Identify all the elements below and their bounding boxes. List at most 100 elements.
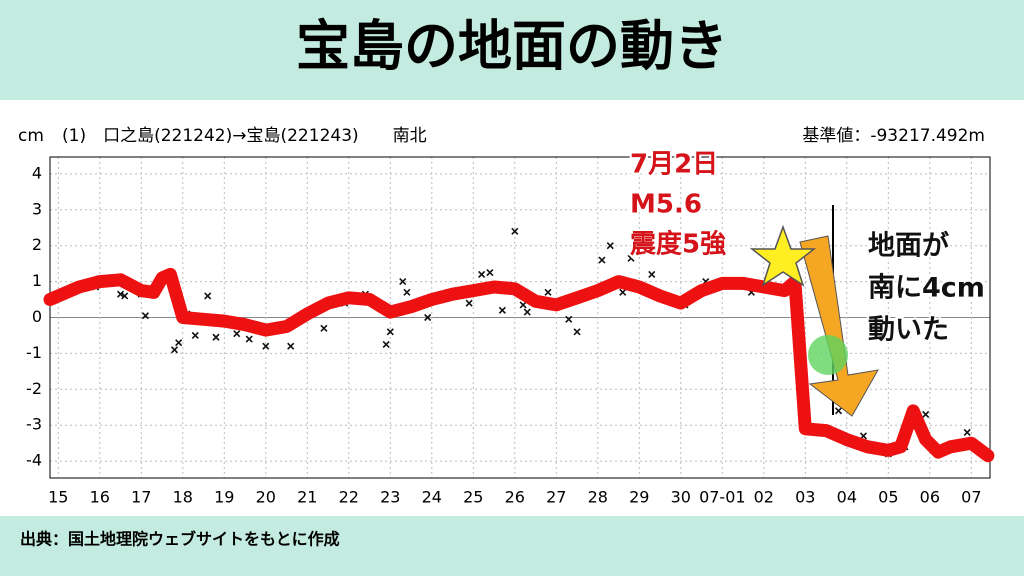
observation — [141, 312, 150, 320]
observation — [511, 227, 519, 235]
observation — [212, 333, 220, 341]
y-tick-label: 1 — [32, 271, 42, 290]
marker-stroke — [465, 299, 473, 307]
marker-stroke — [245, 335, 253, 343]
observation — [519, 301, 527, 309]
marker-stroke — [963, 428, 971, 436]
x-tick-label: 20 — [256, 488, 276, 507]
x-tick-label: 26 — [505, 488, 525, 507]
observation — [598, 256, 606, 264]
plot-frame — [49, 156, 991, 479]
observation — [262, 342, 270, 350]
observation — [498, 306, 506, 314]
x-tick-label: 28 — [588, 488, 608, 507]
marker-stroke — [606, 242, 614, 250]
reference: 基準値：-93217.492m — [802, 126, 985, 146]
observation — [320, 324, 328, 332]
marker-stroke — [386, 328, 394, 336]
observation — [170, 346, 179, 354]
x-tick-label: 05 — [878, 488, 898, 507]
x-tick-label: 04 — [837, 488, 857, 507]
marker-stroke — [212, 333, 220, 341]
marker-stroke — [627, 254, 635, 262]
movement-label: 南に4cm — [868, 273, 985, 304]
observation — [287, 342, 295, 350]
marker-stroke — [565, 315, 573, 323]
source: 出典：国土地理院ウェブサイトをもとに作成 — [20, 530, 340, 549]
marker-stroke — [519, 301, 527, 309]
observation — [606, 242, 614, 250]
marker-stroke — [121, 292, 129, 300]
x-tick-label: 30 — [671, 488, 691, 507]
observation — [382, 340, 390, 348]
subtitle: (1) 口之島(221242)→宝島(221243) 南北 — [62, 126, 427, 146]
observation — [465, 299, 473, 307]
x-tick-label: 17 — [131, 488, 151, 507]
marker-stroke — [424, 313, 432, 322]
observation — [399, 278, 407, 286]
marker-stroke — [922, 410, 930, 419]
observation — [403, 288, 411, 296]
observation — [121, 292, 129, 300]
marker-stroke — [204, 292, 212, 300]
marker-stroke — [191, 331, 199, 340]
x-tick-label: 24 — [422, 488, 442, 507]
y-tick-label: 2 — [32, 235, 42, 254]
x-tick-label: 22 — [339, 488, 359, 507]
marker-stroke — [399, 278, 407, 286]
marker-stroke — [544, 288, 552, 296]
y-tick-label: 4 — [32, 163, 42, 182]
marker-stroke — [175, 339, 183, 347]
y-tick-label: -4 — [26, 451, 42, 470]
marker-stroke — [170, 346, 179, 354]
x-tick-label: 16 — [90, 488, 110, 507]
x-tick-label: 21 — [297, 488, 317, 507]
x-tick-label: 25 — [463, 488, 483, 507]
highlight-dot — [808, 335, 848, 375]
y-label: cm — [18, 126, 44, 146]
marker-stroke — [619, 288, 627, 296]
observation — [922, 410, 930, 419]
y-tick-label: -2 — [26, 379, 42, 398]
x-tick-label: 15 — [48, 488, 68, 507]
observation — [648, 270, 656, 278]
marker-stroke — [262, 342, 270, 350]
x-tick-label: 03 — [795, 488, 815, 507]
marker-stroke — [116, 290, 125, 298]
observation — [573, 328, 581, 336]
epicenter-star — [749, 224, 817, 287]
y-tick-label: -3 — [26, 415, 42, 434]
marker-stroke — [287, 342, 295, 350]
observation — [478, 270, 486, 278]
observation — [116, 290, 125, 298]
title-band — [0, 0, 1024, 100]
observation — [175, 339, 183, 347]
observation — [204, 292, 212, 300]
observation — [233, 330, 241, 338]
x-tick-label: 07 — [961, 488, 981, 507]
event-label: M5.6 — [630, 190, 702, 220]
marker-stroke — [486, 269, 494, 277]
marker-stroke — [573, 328, 581, 336]
marker-stroke — [511, 227, 519, 235]
observation — [544, 288, 552, 296]
observation — [486, 269, 494, 277]
marker-stroke — [233, 330, 241, 338]
marker-stroke — [382, 340, 390, 348]
observation — [245, 335, 253, 343]
marker-stroke — [141, 312, 150, 320]
observation — [386, 328, 394, 336]
x-tick-label: 06 — [920, 488, 940, 507]
observation — [523, 308, 531, 316]
marker-stroke — [478, 270, 486, 278]
x-tick-label: 02 — [754, 488, 774, 507]
x-tick-label: 19 — [214, 488, 234, 507]
footer-band — [0, 516, 1024, 576]
marker-stroke — [523, 308, 531, 316]
observation — [424, 313, 432, 322]
trend-line — [43, 267, 995, 463]
